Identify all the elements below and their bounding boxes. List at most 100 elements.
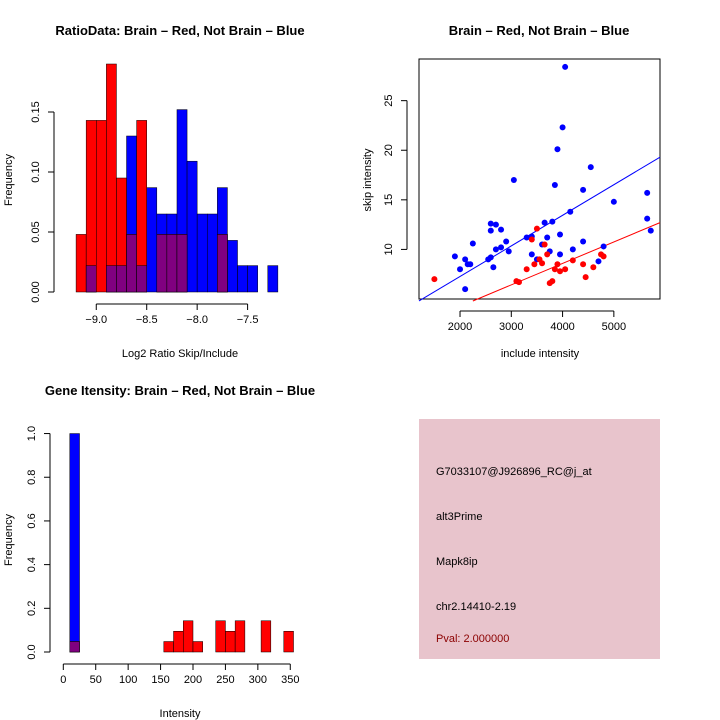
scatter-point-red-13 <box>551 266 558 273</box>
scatter-point-blue-15 <box>498 226 505 233</box>
scatter-point-blue-9 <box>487 227 494 234</box>
scatter-point-blue-43 <box>644 215 651 222</box>
intensity-x-tick-label-1: 50 <box>90 674 102 686</box>
ratio-blue-bar-13 <box>227 240 238 293</box>
intensity-y-tick-label-0: 0.0 <box>26 644 38 659</box>
ratio-axes: −9.0 −8.5 −8.0 −7.5 0.00 0.05 0.10 0.15 <box>30 101 258 326</box>
intensity-red-bar-3 <box>183 620 194 653</box>
scatter-point-blue-35 <box>569 246 576 253</box>
ratio-title: RatioData: Brain – Red, Not Brain – Blue <box>55 23 304 38</box>
intensity-y-tick-label-1: 0.2 <box>26 601 38 616</box>
intensity-x-tick-label-5: 250 <box>216 674 234 686</box>
intensity-axes: 0 50 100 150 200 250 300 350 0.0 0.2 0.4 0.6 0.8 1.0 <box>26 426 299 686</box>
ratio-blue-bar-16 <box>267 265 279 293</box>
scatter-point-blue-3 <box>462 286 469 293</box>
ratio-blue-bar-9 <box>186 160 198 293</box>
ratio-histogram-panel: RatioData: Brain – Red, Not Brain – Blue… <box>3 23 305 360</box>
intensity-xlabel: Intensity <box>160 708 201 720</box>
ratio-red-bar-2 <box>96 120 107 293</box>
intensity-histogram-panel: Gene Itensity: Brain – Red, Not Brain – … <box>3 383 315 720</box>
scatter-point-blue-13 <box>492 221 499 228</box>
scatter-point-red-5 <box>531 261 538 268</box>
intensity-red-bar-1 <box>163 641 174 653</box>
scatter-point-blue-24 <box>541 219 548 226</box>
scatter-y-tick-label-3: 25 <box>383 95 395 107</box>
scatter-point-blue-30 <box>557 231 564 238</box>
scatter-point-blue-25 <box>544 234 551 241</box>
scatter-point-red-8 <box>539 260 546 267</box>
ratio-overlap-bar-10 <box>217 234 228 293</box>
scatter-title: Brain – Red, Not Brain – Blue <box>449 23 630 38</box>
scatter-point-blue-17 <box>505 248 512 255</box>
scatter-y-tick-label-0: 10 <box>383 243 395 255</box>
ratio-y-tick-label-3: 0.15 <box>30 101 42 122</box>
ratio-blue-bar-5 <box>146 187 158 293</box>
ratio-x-tick-label-2: −8.0 <box>186 314 208 326</box>
scatter-point-red-4 <box>528 236 535 243</box>
ratio-xlabel: Log2 Ratio Skip/Include <box>122 348 238 360</box>
ratio-red-bar-3 <box>106 63 117 293</box>
scatter-point-red-20 <box>590 264 597 271</box>
intensity-x-tick-label-3: 150 <box>151 674 169 686</box>
scatter-point-blue-41 <box>610 198 617 205</box>
intensity-y-tick-label-5: 1.0 <box>26 426 38 441</box>
scatter-panel: Brain – Red, Not Brain – Blue include in… <box>362 23 661 360</box>
scatter-point-blue-10 <box>487 220 494 227</box>
scatter-point-blue-29 <box>554 146 561 153</box>
ratio-ylabel: Frequency <box>3 154 15 206</box>
ratio-overlap-bar-3 <box>106 265 117 293</box>
scatter-x-tick-label-3: 5000 <box>602 321 626 333</box>
intensity-red-bar-4 <box>192 641 203 653</box>
scatter-point-red-3 <box>523 266 530 273</box>
ratio-overlap-bar-9 <box>176 234 188 293</box>
intensity-y-tick-label-4: 0.8 <box>26 470 38 485</box>
scatter-point-red-19 <box>582 274 589 281</box>
intensity-blue-bar-0 <box>69 433 80 653</box>
scatter-point-red-15 <box>557 268 564 275</box>
scatter-point-blue-0 <box>451 253 458 260</box>
ratio-y-tick-label-2: 0.10 <box>30 161 42 182</box>
intensity-red-bar-6 <box>225 630 236 653</box>
scatter-axes: 2000 3000 4000 5000 10 15 20 25 <box>383 95 626 333</box>
intensity-x-tick-label-0: 0 <box>60 674 66 686</box>
intensity-ylabel: Frequency <box>3 514 15 566</box>
ratio-overlap-bar-7 <box>156 234 168 293</box>
scatter-y-tick-label-2: 20 <box>383 144 395 156</box>
scatter-ylabel: skip intensity <box>362 148 374 211</box>
ratio-x-tick-label-1: −8.5 <box>136 314 158 326</box>
ratio-blue-bar-14 <box>237 265 248 293</box>
scatter-point-blue-32 <box>559 124 566 131</box>
scatter-point-red-14 <box>554 261 561 268</box>
scatter-point-blue-37 <box>580 238 587 245</box>
scatter-x-tick-label-0: 2000 <box>448 321 472 333</box>
scatter-point-blue-12 <box>492 246 499 253</box>
info-location: chr2.14410-2.19 <box>436 601 516 613</box>
scatter-point-blue-39 <box>595 258 602 265</box>
scatter-point-red-18 <box>580 261 587 268</box>
scatter-point-blue-21 <box>528 251 535 258</box>
ratio-overlap-bar-6 <box>136 265 147 293</box>
intensity-title: Gene Itensity: Brain – Red, Not Brain – … <box>45 383 315 398</box>
intensity-overlap-bar-0 <box>69 641 80 653</box>
ratio-blue-bar-11 <box>206 213 218 293</box>
scatter-point-red-17 <box>569 257 576 264</box>
scatter-xlabel: include intensity <box>501 348 580 360</box>
ratio-bars <box>75 63 279 293</box>
scatter-point-blue-36 <box>580 186 587 193</box>
ratio-overlap-bar-4 <box>116 265 127 293</box>
scatter-point-red-0 <box>431 276 438 283</box>
scatter-point-red-12 <box>549 278 556 285</box>
ratio-x-tick-label-0: −9.0 <box>85 314 107 326</box>
info-event: alt3Prime <box>436 511 482 523</box>
scatter-point-red-2 <box>515 279 522 286</box>
scatter-fit-line-1 <box>472 222 661 302</box>
ratio-overlap-bar-1 <box>85 265 97 293</box>
scatter-point-blue-40 <box>600 243 607 250</box>
scatter-point-blue-6 <box>469 240 476 247</box>
scatter-x-tick-label-2: 4000 <box>550 321 574 333</box>
ratio-red-bar-0 <box>75 234 87 293</box>
ratio-y-tick-label-0: 0.00 <box>30 281 42 302</box>
scatter-points <box>431 63 654 293</box>
intensity-red-bar-5 <box>215 620 226 653</box>
